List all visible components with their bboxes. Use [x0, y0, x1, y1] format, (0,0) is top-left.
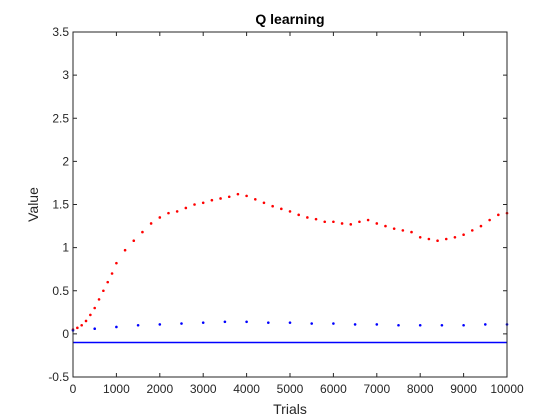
series-0-point — [201, 201, 205, 205]
series-0-point — [488, 218, 491, 222]
series-0-point — [375, 222, 379, 225]
series-1-point — [93, 327, 96, 331]
series-0-point — [332, 220, 335, 224]
series-0-point — [149, 222, 153, 225]
series-0-point — [93, 306, 96, 310]
x-tick-label: 8000 — [407, 382, 434, 396]
x-tick-label: 9000 — [450, 382, 477, 396]
axis-ticks: 0 1000 2000 3000 4000 5000 6000 7000 8000 9000 100… — [48, 25, 524, 396]
series-0-point — [175, 210, 179, 213]
series-0-point — [436, 239, 439, 243]
series-0-point — [219, 197, 222, 200]
series-0-point — [280, 207, 283, 211]
series-0-point — [358, 220, 361, 224]
series-0-point — [418, 235, 422, 239]
series-0-point — [227, 195, 231, 199]
series-0-point — [306, 216, 309, 219]
plot-area — [71, 192, 509, 344]
series-0-point — [253, 198, 257, 201]
series-0-point — [141, 230, 144, 234]
y-tick-label: 2.5 — [52, 111, 69, 125]
series-0-point — [271, 204, 274, 208]
x-tick-label: 10000 — [490, 382, 524, 396]
series-0-point — [102, 289, 105, 293]
series-0-point — [444, 237, 448, 241]
series-1-point — [267, 321, 270, 324]
series-1-point — [310, 322, 314, 325]
y-tick-label: 3 — [62, 68, 69, 82]
series-0-point — [427, 237, 431, 241]
x-tick-label: 0 — [70, 382, 77, 396]
series-0-point — [288, 210, 292, 213]
series-0-point — [123, 248, 127, 252]
chart-title: Q learning — [255, 11, 324, 27]
y-tick-label: 3.5 — [52, 25, 69, 39]
series-1-point — [484, 323, 487, 326]
series-0-point — [89, 313, 92, 317]
series-0-point — [110, 272, 114, 275]
series-0-point — [76, 326, 79, 330]
y-tick-label: 2 — [62, 154, 69, 168]
series-0-point — [80, 323, 83, 327]
series-0-point — [366, 218, 370, 222]
series-0-point — [97, 298, 101, 301]
x-tick-label: 3000 — [190, 382, 217, 396]
series-0-point — [392, 227, 396, 230]
series-1-point — [158, 323, 162, 326]
y-tick-label: 0.5 — [52, 284, 69, 298]
series-0-point — [323, 220, 327, 224]
series-1-point — [245, 320, 248, 324]
series-0-point — [453, 235, 457, 239]
series-0-point — [236, 192, 240, 196]
x-tick-label: 7000 — [363, 382, 390, 396]
y-tick-label: -0.5 — [48, 370, 69, 384]
series-0-point — [497, 213, 500, 217]
series-0-point — [132, 239, 136, 243]
series-1-point — [332, 322, 335, 325]
x-tick-label: 2000 — [146, 382, 173, 396]
series-0-point — [167, 211, 170, 215]
series-0-point — [384, 224, 387, 228]
series-0-point — [158, 216, 162, 219]
x-axis-label: Trials — [273, 401, 307, 417]
series-0-point — [410, 230, 413, 234]
series-0-point — [462, 233, 465, 236]
series-0-point — [349, 223, 353, 226]
series-0-point — [184, 206, 188, 210]
series-0-point — [470, 229, 474, 232]
series-0-point — [297, 213, 300, 217]
series-1-point — [397, 323, 400, 327]
series-0-point — [262, 201, 266, 205]
series-1-point — [462, 323, 465, 327]
series-0-point — [479, 224, 483, 228]
series-1-point — [115, 325, 118, 329]
series-0-point — [340, 222, 344, 225]
x-tick-label: 4000 — [233, 382, 260, 396]
x-tick-label: 6000 — [320, 382, 347, 396]
y-tick-label: 1.5 — [52, 198, 69, 212]
series-0-point — [314, 217, 318, 221]
series-0-point — [106, 280, 110, 284]
series-1-point — [440, 323, 444, 327]
series-1-point — [223, 320, 227, 324]
series-0-point — [401, 229, 405, 232]
series-0-point — [193, 203, 196, 206]
y-tick-label: 0 — [62, 327, 69, 341]
y-tick-label: 1 — [62, 241, 69, 255]
series-1-point — [353, 323, 357, 326]
series-1-point — [201, 321, 205, 324]
series-1-point — [288, 321, 292, 324]
series-0-point — [245, 194, 248, 198]
series-1-point — [180, 322, 183, 325]
series-0-point — [84, 319, 88, 323]
x-tick-label: 5000 — [277, 382, 304, 396]
series-0-point — [210, 198, 214, 202]
series-1-point — [136, 323, 140, 327]
x-tick-label: 1000 — [103, 382, 130, 396]
series-1-point — [418, 323, 422, 327]
series-1-point — [375, 323, 379, 326]
series-0-point — [115, 261, 118, 265]
y-axis-label: Value — [25, 187, 41, 222]
